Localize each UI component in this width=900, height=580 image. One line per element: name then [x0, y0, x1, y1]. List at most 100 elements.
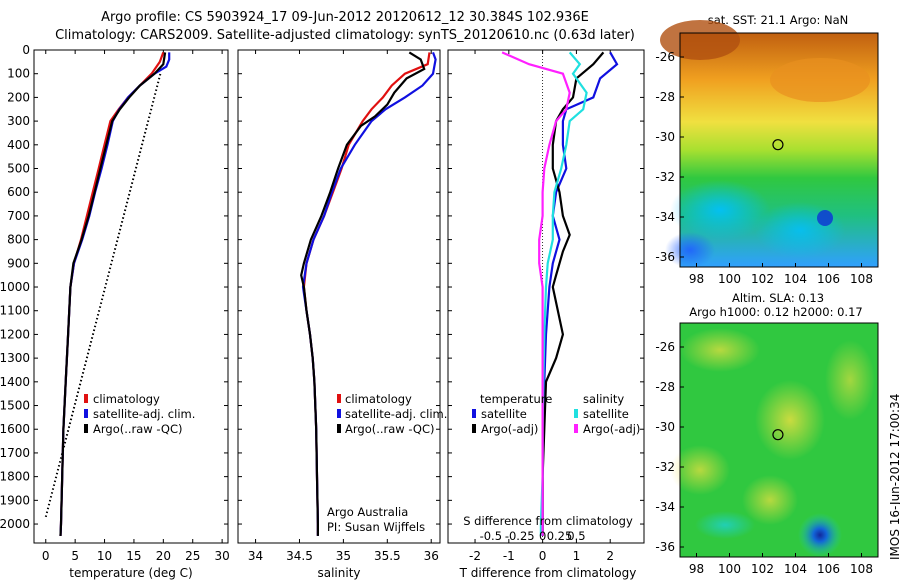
difference-panel: -2 -1 0 1 2 S difference from climatology T … — [447, 49, 645, 580]
temperature-series — [44, 52, 171, 536]
lat-tick-label: -30 — [655, 420, 675, 434]
annotation-pi: PI: Susan Wijffels — [327, 520, 425, 534]
sst-warm-patch — [770, 58, 870, 102]
sst-map-title: sat. SST: 21.1 Argo: NaN — [708, 13, 849, 27]
difference-series — [501, 51, 619, 536]
y-tick-label: 1300 — [0, 351, 30, 365]
legend-title-temperature: temperature — [480, 392, 552, 406]
sla-map-frame — [679, 322, 879, 558]
series-line-argo-adj- — [541, 51, 605, 536]
lon-tick-label: 104 — [784, 562, 807, 576]
difference-depth-ticks — [448, 49, 644, 525]
lon-tick-label: 98 — [689, 272, 704, 286]
lat-tick-label: -28 — [655, 90, 675, 104]
lon-tick-label: 100 — [718, 562, 741, 576]
legend-label-s-argo: Argo(-adj) — [583, 422, 640, 436]
lon-tick-label: 98 — [689, 562, 704, 576]
legend-swatch-argo — [84, 424, 88, 433]
salinity-depth-ticks — [238, 49, 440, 525]
y-tick-label: 500 — [7, 162, 30, 176]
lon-tick-label: 106 — [817, 272, 840, 286]
t-difference-label: T difference from climatology — [459, 566, 637, 580]
temperature-legend: climatology satellite-adj. clim. Argo(..… — [84, 392, 195, 436]
legend-label-argo: Argo(..raw -QC) — [93, 422, 183, 436]
sla-latitude-axis: -26 -28 -30 -32 -34 -36 — [655, 340, 684, 554]
y-tick-label: 900 — [7, 256, 30, 270]
lat-tick-label: -28 — [655, 380, 675, 394]
legend-swatch-t-argo — [472, 424, 476, 433]
x-tick-label: 0 — [539, 549, 547, 563]
legend-label-s-satellite: satellite — [583, 407, 629, 421]
sst-cool-patch — [755, 202, 845, 258]
sla-longitude-axis: 98 100 102 104 106 108 — [689, 553, 873, 576]
s-tick-label: 0.25 — [547, 529, 573, 543]
sla-high-patch — [755, 380, 825, 460]
s-tick-label: 0.5 — [567, 529, 585, 543]
annotation-argo-australia: Argo Australia — [327, 505, 408, 519]
sst-map-panel: sat. SST: 21.1 Argo: NaN 98 100 102 104 106 1… — [655, 13, 879, 286]
sla-high-patch — [670, 445, 730, 495]
sla-map-title-line2: Argo h1000: 0.12 h2000: 0.17 — [689, 305, 862, 319]
salinity-panel: 34 34.5 35 35.5 36 salinity climatology sate… — [237, 49, 447, 580]
x-tick-label: 35 — [336, 549, 351, 563]
sla-low-patch — [798, 513, 842, 557]
legend-swatch-climatology — [337, 394, 341, 403]
legend-label-t-argo: Argo(-adj) — [481, 422, 538, 436]
legend-swatch-satellite — [337, 409, 341, 418]
y-tick-label: 1700 — [0, 446, 30, 460]
x-tick-label: 10 — [97, 549, 112, 563]
s-tick-label: -0.5 — [480, 529, 502, 543]
temperature-panel: 0100200300400500600700800900100011001200… — [0, 43, 230, 580]
series-line-reference — [44, 73, 162, 518]
y-tick-label: 1000 — [0, 280, 30, 294]
legend-label-satellite: satellite-adj. clim. — [93, 407, 195, 421]
y-tick-label: 0 — [22, 43, 30, 57]
s-tick-label: 0 — [539, 529, 546, 543]
x-tick-label: 5 — [71, 549, 79, 563]
y-tick-label: 400 — [7, 138, 30, 152]
lon-tick-label: 108 — [850, 562, 873, 576]
sst-cool-patch — [817, 210, 833, 226]
sla-high-patch — [825, 340, 875, 420]
series-line-satellite-adj-clim- — [301, 52, 437, 536]
difference-legend: temperature salinity satellite Argo(-adj… — [472, 392, 640, 436]
sla-map-panel: Altim. SLA: 0.13 Argo h1000: 0.12 h2000:… — [655, 291, 879, 576]
y-tick-label: 1500 — [0, 399, 30, 413]
lat-tick-label: -26 — [655, 50, 675, 64]
x-tick-label: 0 — [42, 549, 50, 563]
series-line-satellite-adj-clim- — [59, 52, 171, 536]
sst-cool-patch — [670, 180, 770, 240]
lat-tick-label: -26 — [655, 340, 675, 354]
legend-swatch-argo — [337, 424, 341, 433]
temperature-x-axis: 0 5 10 15 20 25 30 — [42, 50, 230, 563]
y-tick-label: 300 — [7, 114, 30, 128]
salinity-series — [300, 51, 437, 536]
series-line-climatology — [302, 52, 431, 536]
chart-title-line1: Argo profile: CS 5903924_17 09-Jun-2012 … — [101, 10, 589, 25]
lat-tick-label: -34 — [655, 500, 675, 514]
legend-swatch-s-argo — [574, 424, 578, 433]
lat-tick-label: -36 — [655, 250, 675, 264]
sla-high-patch — [742, 475, 798, 525]
lon-tick-label: 100 — [718, 272, 741, 286]
x-tick-label: 25 — [185, 549, 200, 563]
x-tick-label: 20 — [156, 549, 171, 563]
x-tick-label: 35.5 — [374, 549, 401, 563]
sst-longitude-axis: 98 100 102 104 106 108 — [689, 263, 873, 286]
lat-tick-label: -30 — [655, 130, 675, 144]
s-difference-label: S difference from climatology — [463, 514, 633, 528]
imos-timestamp-watermark: IMOS 16-Jun-2012 17:00:34 — [888, 393, 900, 560]
salinity-axes-frame — [237, 49, 441, 544]
lat-tick-label: -34 — [655, 210, 675, 224]
lat-tick-label: -36 — [655, 540, 675, 554]
series-line-argo-raw-qc- — [59, 52, 167, 536]
argo-location-marker — [772, 139, 784, 151]
sst-cool-patch — [665, 232, 715, 268]
legend-label-climatology: climatology — [93, 392, 160, 406]
x-tick-label: 15 — [126, 549, 141, 563]
series-line-argo-raw-qc- — [300, 51, 426, 536]
y-tick-label: 2000 — [0, 517, 30, 531]
y-tick-label: 200 — [7, 90, 30, 104]
sla-map-title-line1: Altim. SLA: 0.13 — [732, 291, 824, 305]
